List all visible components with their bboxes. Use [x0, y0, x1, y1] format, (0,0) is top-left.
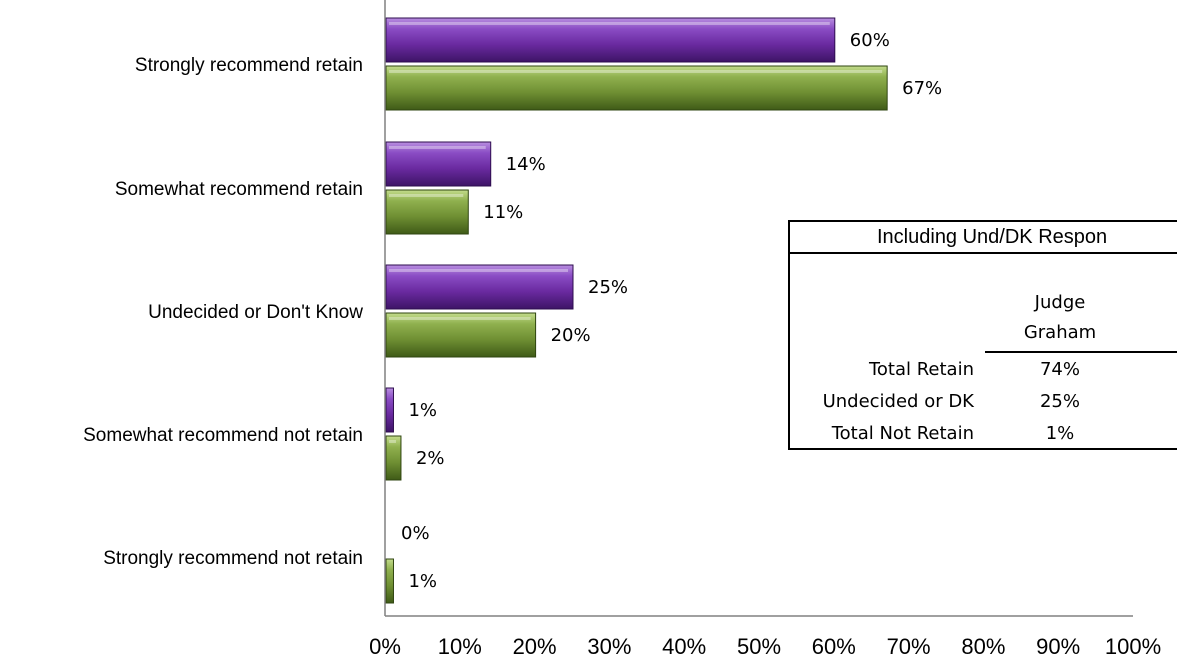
data-label: 2%: [416, 448, 445, 469]
summary-row-value: 25%: [1039, 391, 1080, 412]
bar: [385, 65, 888, 111]
data-label: 11%: [483, 202, 523, 223]
x-tick-label: 80%: [961, 634, 1005, 659]
summary-row-label: Undecided or DK: [822, 391, 974, 412]
summary-column-header-line2: Graham: [1023, 322, 1097, 343]
summary-row-label: Total Retain: [868, 359, 974, 380]
x-tick-label: 60%: [812, 634, 856, 659]
summary-table: Including Und/DK Respon Judge Graham Tot…: [788, 220, 1177, 450]
summary-column-header: Judge Graham: [1015, 288, 1105, 348]
x-tick-label: 70%: [887, 634, 931, 659]
category-label: Somewhat recommend not retain: [83, 425, 363, 446]
bar: [385, 558, 394, 604]
data-label: 60%: [850, 30, 890, 51]
data-label: 67%: [902, 78, 942, 99]
x-tick-label: 0%: [369, 634, 401, 659]
bar: [385, 435, 402, 481]
data-label: 0%: [401, 523, 430, 544]
bar: [385, 17, 836, 63]
bar-highlight: [389, 146, 486, 149]
data-label: 14%: [506, 154, 546, 175]
bar-highlight: [389, 194, 464, 197]
summary-column-header-line1: Judge: [1034, 292, 1086, 313]
bar: [385, 312, 537, 358]
bar: [385, 264, 574, 310]
bar-highlight: [389, 269, 568, 272]
summary-row-value: 74%: [1039, 359, 1080, 380]
bar: [385, 189, 469, 235]
summary-row-total-not-retain: Total Not Retain 1%: [790, 420, 1177, 448]
bar-highlight: [389, 22, 830, 25]
data-label: 20%: [551, 325, 591, 346]
bar-highlight: [389, 317, 531, 320]
bar-highlight: [389, 440, 396, 443]
data-label: 1%: [408, 400, 437, 421]
summary-row-value: 1%: [1045, 423, 1075, 444]
x-tick-label: 90%: [1036, 634, 1080, 659]
data-label: 1%: [408, 571, 437, 592]
x-tick-label: 50%: [737, 634, 781, 659]
bar: [385, 141, 492, 187]
category-label: Undecided or Don't Know: [148, 302, 363, 323]
summary-row-label: Total Not Retain: [831, 423, 974, 444]
category-label: Somewhat recommend retain: [115, 179, 363, 200]
bar-highlight: [389, 70, 883, 73]
category-label: Strongly recommend retain: [135, 55, 363, 76]
x-tick-label: 10%: [438, 634, 482, 659]
summary-header-rule: [985, 351, 1177, 353]
category-label: Strongly recommend not retain: [103, 548, 363, 569]
summary-row-total-retain: Total Retain 74%: [790, 356, 1177, 384]
x-tick-label: 20%: [513, 634, 557, 659]
x-tick-label: 30%: [587, 634, 631, 659]
bar: [385, 387, 394, 433]
x-tick-label: 100%: [1105, 634, 1161, 659]
data-label: 25%: [588, 277, 628, 298]
x-tick-label: 40%: [662, 634, 706, 659]
summary-row-undecided: Undecided or DK 25%: [790, 388, 1177, 416]
summary-table-title: Including Und/DK Respon: [790, 222, 1177, 254]
